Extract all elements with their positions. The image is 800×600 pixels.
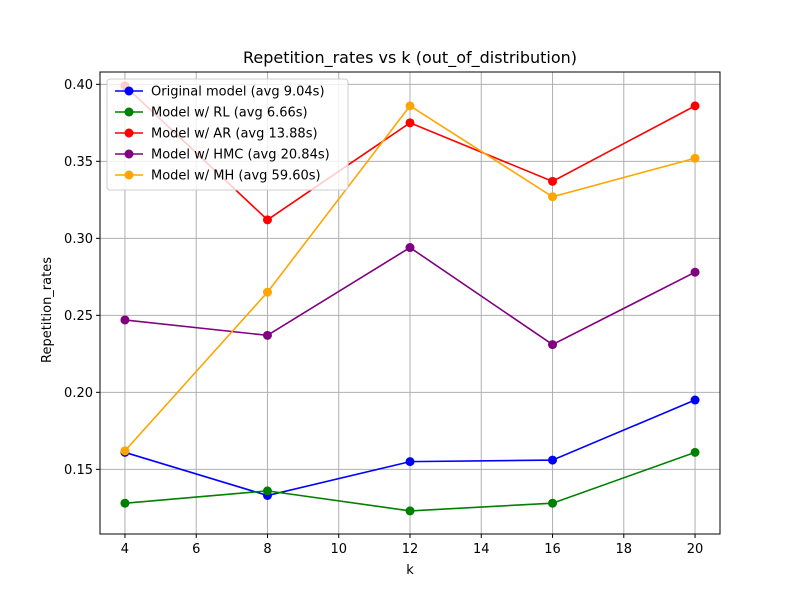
data-point	[690, 153, 700, 163]
x-tick-label: 12	[402, 542, 419, 557]
data-point	[548, 498, 558, 508]
x-tick-label: 10	[330, 542, 347, 557]
data-point	[262, 486, 272, 496]
x-tick-label: 8	[263, 542, 271, 557]
series-group	[120, 81, 700, 516]
grid	[100, 72, 720, 534]
data-point	[548, 192, 558, 202]
data-point	[690, 267, 700, 277]
legend-box	[106, 78, 349, 191]
data-point	[262, 330, 272, 340]
x-tick-label: 6	[192, 542, 200, 557]
data-point	[690, 447, 700, 457]
legend-label: Model w/ RL (avg 6.66s)	[151, 106, 308, 121]
x-tick-label: 20	[687, 542, 704, 557]
data-point	[690, 395, 700, 405]
x-tick-label: 16	[544, 542, 561, 557]
y-tick-label: 0.30	[64, 232, 93, 247]
legend-item: Model w/ RL (avg 6.66s)	[115, 106, 308, 121]
legend-label: Original model (avg 9.04s)	[151, 85, 325, 100]
data-point	[120, 446, 130, 456]
data-point	[548, 340, 558, 350]
data-point	[548, 176, 558, 186]
y-axis-label: Repetition_rates	[40, 257, 55, 363]
series-3	[120, 243, 700, 350]
series-1	[120, 447, 700, 516]
y-tick-label: 0.20	[64, 386, 93, 401]
legend-label: Model w/ MH (avg 59.60s)	[151, 169, 321, 184]
chart-title: Repetition_rates vs k (out_of_distributi…	[243, 48, 577, 68]
x-tick-label: 14	[473, 542, 490, 557]
legend-marker	[124, 86, 134, 96]
legend-label: Model w/ AR (avg 13.88s)	[151, 127, 318, 142]
data-point	[120, 315, 130, 325]
legend: Original model (avg 9.04s) Model w/ RL (a…	[106, 78, 349, 191]
legend-label: Model w/ HMC (avg 20.84s)	[151, 148, 330, 163]
y-tick-label: 0.35	[64, 155, 93, 170]
legend-marker	[124, 149, 134, 159]
legend-item: Model w/ HMC (avg 20.84s)	[115, 148, 330, 163]
x-axis-ticks: 4 6 8 10 12 14 16 18 20	[121, 534, 704, 557]
x-axis-label: k	[406, 563, 414, 578]
legend-item: Model w/ AR (avg 13.88s)	[115, 127, 318, 142]
data-point	[262, 287, 272, 297]
data-point	[262, 215, 272, 225]
legend-marker	[124, 107, 134, 117]
data-point	[405, 118, 415, 128]
series-4	[120, 101, 700, 456]
data-point	[690, 101, 700, 111]
data-point	[405, 457, 415, 467]
legend-item: Original model (avg 9.04s)	[115, 85, 325, 100]
data-point	[548, 455, 558, 465]
legend-marker	[124, 128, 134, 138]
legend-item: Model w/ MH (avg 59.60s)	[115, 169, 321, 184]
data-point	[405, 506, 415, 516]
y-tick-label: 0.40	[64, 78, 93, 93]
data-point	[405, 243, 415, 253]
y-tick-label: 0.15	[64, 463, 93, 478]
x-tick-label: 18	[616, 542, 633, 557]
data-point	[405, 101, 415, 111]
legend-marker	[124, 170, 134, 180]
data-point	[120, 498, 130, 508]
y-tick-label: 0.25	[64, 309, 93, 324]
y-axis-ticks: 0.15 0.20 0.25 0.30 0.35 0.40	[64, 78, 100, 478]
x-tick-label: 4	[121, 542, 129, 557]
